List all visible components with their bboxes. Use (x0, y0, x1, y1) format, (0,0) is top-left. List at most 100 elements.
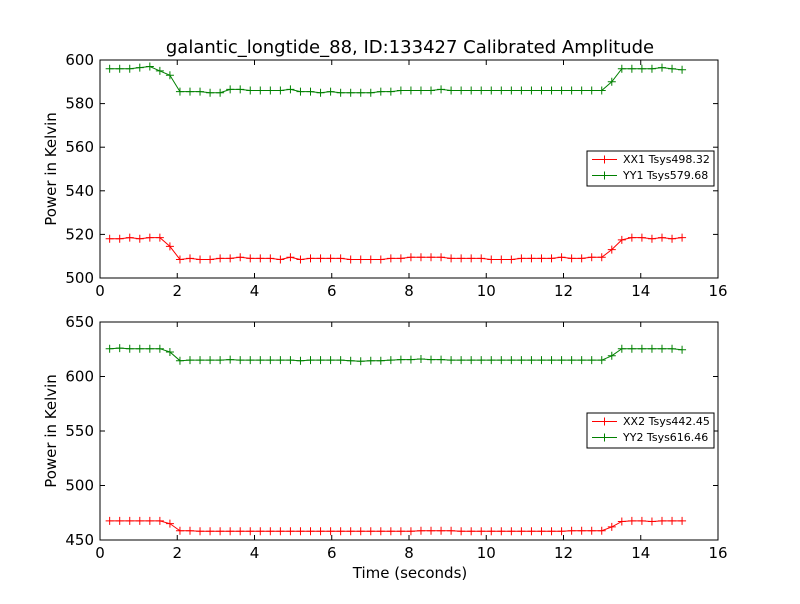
bottom-series-0-point (537, 527, 546, 536)
bottom-xtick-label-5: 10 (477, 544, 496, 562)
bottom-series-1-point (286, 356, 295, 365)
top-series-1-point (326, 87, 335, 96)
bottom-series-0-point (457, 527, 466, 536)
bottom-series-0-point (286, 527, 295, 536)
top-xtick-label-8: 16 (708, 282, 727, 300)
top-series-1-point (366, 88, 375, 97)
top-series-1-point (145, 62, 154, 71)
bottom-series-1-point (507, 356, 516, 365)
bottom-legend-box (586, 412, 715, 449)
bottom-series-1-point (236, 356, 245, 365)
top-series-1-point (406, 86, 415, 95)
bottom-series-0-point (165, 519, 174, 528)
top-xtick-label-5: 10 (477, 282, 496, 300)
top-legend: XX1 Tsys498.32 YY1 Tsys579.68 (586, 150, 715, 187)
top-ytick-label-0: 500 (65, 269, 94, 287)
bottom-series-1-point (376, 356, 385, 365)
top-series-1-point (115, 64, 124, 73)
bottom-series-0-point (607, 522, 616, 531)
top-series-0-point (246, 254, 255, 263)
bottom-legend-label-0: XX2 Tsys442.45 (623, 415, 710, 428)
bottom-series-1-point (175, 356, 184, 365)
bottom-xtick-label-8: 16 (708, 544, 727, 562)
bottom-ytick-label-2: 550 (65, 422, 94, 440)
bottom-series-0-point (467, 527, 476, 536)
bottom-series-0-point (366, 527, 375, 536)
bottom-series-0-point (477, 527, 486, 536)
bottom-series-1-point (477, 356, 486, 365)
bottom-series-0-point (386, 527, 395, 536)
chart-title: galantic_longtide_88, ID:133427 Calibrat… (166, 37, 654, 58)
bottom-series-0-point (115, 516, 124, 525)
bottom-series-1-point (647, 344, 656, 353)
top-series-0-point (216, 254, 225, 263)
bottom-series-1-point (346, 356, 355, 365)
bottom-series-0-point (627, 516, 636, 525)
top-series-0-point (316, 254, 325, 263)
bottom-series-0-point (125, 516, 134, 525)
top-series-1-point (396, 86, 405, 95)
top-series-1-point (216, 88, 225, 97)
bottom-xtick-label-0: 0 (95, 544, 105, 562)
bottom-series-1-point (105, 344, 114, 353)
top-series-0-point (678, 233, 687, 242)
top-series-1-point (527, 86, 536, 95)
top-series-1-point (226, 85, 235, 94)
top-series-0-point (647, 234, 656, 243)
top-series-1-point (607, 77, 616, 86)
bottom-series-0-point (336, 527, 345, 536)
bottom-series-0-point (507, 527, 516, 536)
bottom-series-1-point (678, 345, 687, 354)
bottom-series-1-point (406, 355, 415, 364)
bottom-series-1-point (467, 356, 476, 365)
bottom-ticks: 0 2 4 6 8 10 12 14 16 450 500 550 600 650 (65, 313, 727, 562)
top-series-0-point (437, 253, 446, 262)
bottom-series-1-point (557, 356, 566, 365)
top-series-1-point (416, 86, 425, 95)
top-series-1-point (487, 86, 496, 95)
bottom-series-1-point (487, 356, 496, 365)
top-series-1-point (206, 88, 215, 97)
top-series-0-point (477, 254, 486, 263)
top-series-1-point (567, 86, 576, 95)
bottom-xtick-label-6: 12 (554, 544, 573, 562)
top-series-1-point (356, 88, 365, 97)
top-xtick-label-0: 0 (95, 282, 105, 300)
bottom-series-1-point (447, 356, 456, 365)
bottom-series-1-point (437, 355, 446, 364)
top-series-0-point (386, 254, 395, 263)
bottom-series-1-point (125, 344, 134, 353)
top-series-0-point (657, 233, 666, 242)
bottom-series-1-point (196, 356, 205, 365)
top-xtick-label-2: 4 (250, 282, 260, 300)
top-series-1-point (316, 88, 325, 97)
top-series-0-point (467, 254, 476, 263)
bottom-series-0-point (437, 526, 446, 535)
bottom-series-0-point (216, 527, 225, 536)
top-series-1-point (266, 86, 275, 95)
top-ytick-label-1: 520 (65, 225, 94, 243)
top-series-0-point (165, 242, 174, 251)
top-series-0-point (276, 255, 285, 264)
bottom-xtick-label-3: 6 (327, 544, 337, 562)
bottom-series-1-point (497, 356, 506, 365)
bottom-series-0-point (145, 516, 154, 525)
bottom-series-line-1 (109, 347, 683, 362)
top-series-0-point (507, 255, 516, 264)
top-ytick-label-4: 580 (65, 95, 94, 113)
top-series-0-point (517, 254, 526, 263)
top-series-1-point (678, 65, 687, 74)
top-series-0-point (617, 235, 626, 244)
top-series-0-point (326, 254, 335, 263)
bottom-series-0-point (356, 527, 365, 536)
top-series-0-point (175, 255, 184, 264)
bottom-series-1-point (135, 344, 144, 353)
top-series-1-point (507, 86, 516, 95)
top-series-1-point (547, 86, 556, 95)
top-series-0-point (356, 255, 365, 264)
bottom-xtick-label-1: 2 (172, 544, 182, 562)
bottom-series-0-point (185, 526, 194, 535)
top-series-1-point (155, 66, 164, 75)
top-series-1-point (447, 86, 456, 95)
